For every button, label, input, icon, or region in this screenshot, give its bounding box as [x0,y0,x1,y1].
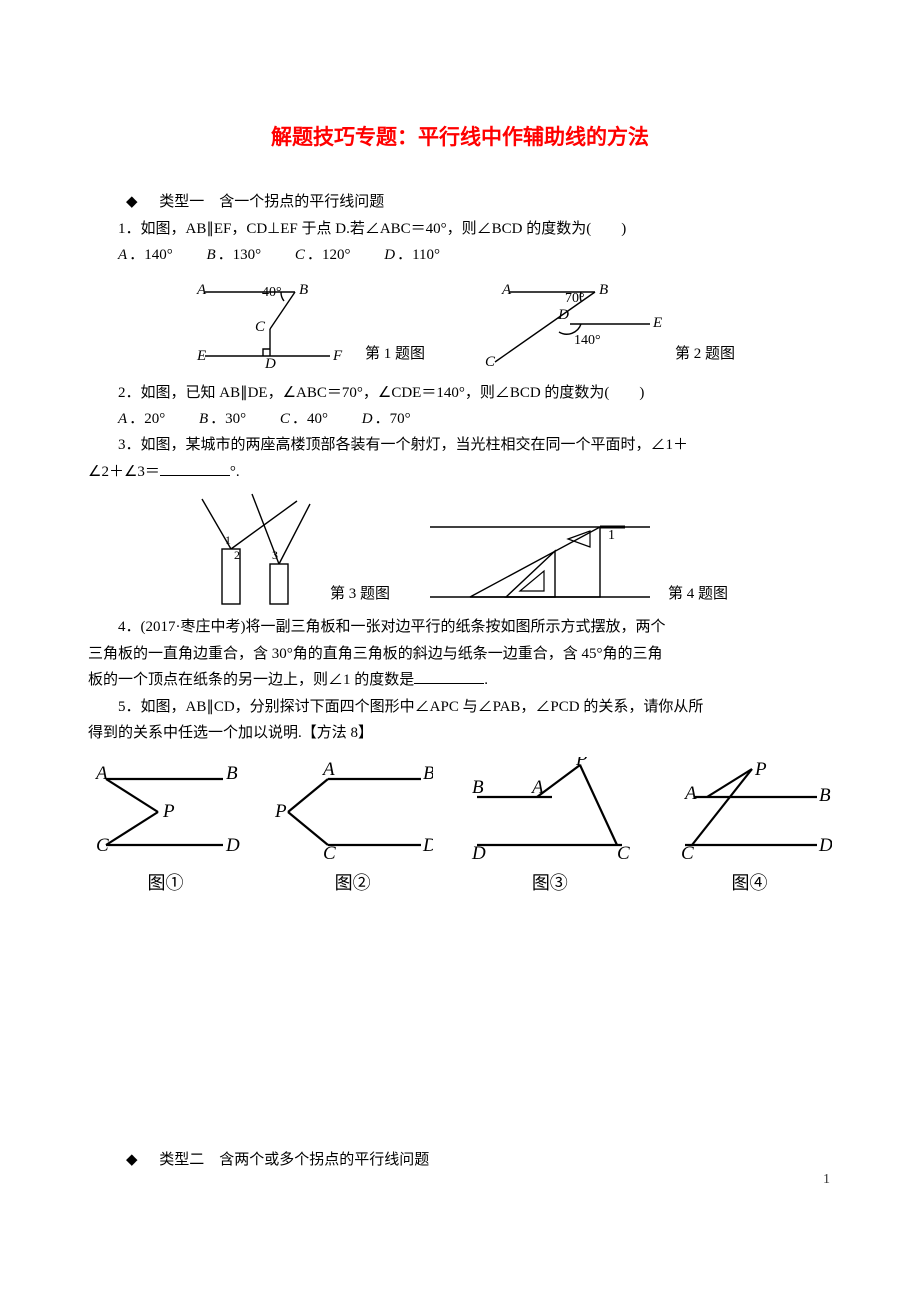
fig1-A: A [196,282,207,298]
blank-q3 [160,461,230,476]
fig2-C: C [485,354,496,369]
svg-text:C: C [681,843,694,862]
fig2-A: A [501,282,512,298]
diamond-icon: ◆ [126,194,138,210]
fig5-1: A B P C D 图① [88,757,243,899]
section-1-label: 类型一 含一个拐点的平行线问题 [159,194,384,210]
q4-line3: 板的一个顶点在纸条的另一边上，则∠1 的度数是. [88,668,832,694]
q2-opt-A: 20° [144,411,165,427]
opt-C-label: C [295,247,305,263]
svg-text:P: P [575,757,588,770]
fig2-E: E [652,315,662,331]
page-number: 1 [823,1168,830,1192]
fig5-2: A B P C D 图② [273,757,433,899]
fig2-140: 140° [574,333,601,348]
q4-line2: 三角板的一直角边重合，含 30°角的直角三角板的斜边与纸条一边重合，含 45°角… [88,642,832,668]
figure-4: 1 [420,509,660,609]
fig1-D: D [264,356,276,369]
fig3-n1: 1 [225,533,231,547]
vertical-spacer [88,918,832,1138]
opt-D-label: D [384,247,395,263]
fig1-B: B [299,282,308,298]
section-2-label: 类型二 含两个或多个拐点的平行线问题 [159,1152,429,1168]
figure-row-1-2: A B C D E F 40° 第 1 题图 A B C D E 70° 140… [88,274,832,369]
q3-text-c: °. [230,464,240,480]
svg-text:B: B [472,777,484,798]
q5-line2: 得到的关系中任选一个加以说明.【方法 8】 [88,721,832,747]
q3-text-b: ∠2＋∠3＝ [88,464,160,480]
q2-options: A．20° B．30° C．40° D．70° [88,407,832,433]
opt-A-label: A [118,247,127,263]
fig3-caption: 第 3 题图 [330,582,390,610]
svg-text:P: P [754,759,767,780]
fig1-C: C [255,319,266,335]
fig3-n3: 3 [272,548,278,562]
opt-B-label: B [206,247,215,263]
svg-text:C: C [96,835,109,856]
svg-text:A: A [94,763,108,784]
opt-B-label: B [199,411,208,427]
fig4-caption: 第 4 题图 [668,582,728,610]
fig2-D: D [557,307,569,323]
fig5-cap3: 图③ [462,868,637,899]
svg-text:D: D [818,835,832,856]
svg-text:D: D [471,843,486,862]
section-1-header: ◆ 类型一 含一个拐点的平行线问题 [88,190,832,216]
opt-C-label: C [280,411,290,427]
fig5-4: A B P C D 图④ [667,757,832,899]
q3-line2: ∠2＋∠3＝ °. [88,460,832,486]
svg-text:A: A [321,759,335,780]
q1-opt-B: 130° [233,247,262,263]
svg-text:C: C [617,843,630,862]
figure-1: A B C D E F 40° [185,274,355,369]
q4-tail: . [484,672,488,688]
fig5-cap1: 图① [88,868,243,899]
q3-line1: 3．如图，某城市的两座高楼顶部各装有一个射灯，当光柱相交在同一个平面时，∠1＋ [88,433,832,459]
svg-text:B: B [226,763,238,784]
section-2-header: ◆ 类型二 含两个或多个拐点的平行线问题 [88,1148,832,1174]
figure-row-5: A B P C D 图① A B P C D 图② [88,757,832,899]
svg-text:A: A [530,777,544,798]
fig2-caption: 第 2 题图 [675,342,735,370]
q2-opt-D: 70° [390,411,411,427]
diamond-icon: ◆ [126,1152,138,1168]
q1-opt-D: 110° [412,247,440,263]
fig4-n1: 1 [608,528,615,543]
fig5-cap4: 图④ [667,868,832,899]
fig1-angle: 40° [262,285,282,300]
q4-line1: 4．(2017·枣庄中考)将一副三角板和一张对边平行的纸条按如图所示方式摆放，两… [88,615,832,641]
opt-A-label: A [118,411,127,427]
fig2-70: 70° [565,291,585,306]
figure-2: A B C D E 70° 140° [475,274,665,369]
fig5-cap2: 图② [273,868,433,899]
figure-3: 1 2 3 [192,489,322,609]
page-title: 解题技巧专题：平行线中作辅助线的方法 [88,120,832,156]
blank-q4 [414,669,484,684]
figure-row-3-4: 1 2 3 第 3 题图 1 第 4 题图 [88,489,832,609]
fig3-n2: 2 [234,548,240,562]
q1-options: A．140° B．130° C．120° D．110° [88,243,832,269]
svg-text:D: D [225,835,240,856]
q5-line1: 5．如图，AB∥CD，分别探讨下面四个图形中∠APC 与∠PAB，∠PCD 的关… [88,695,832,721]
svg-text:A: A [683,783,697,804]
q2-text: 2．如图，已知 AB∥DE，∠ABC＝70°，∠CDE＝140°，则∠BCD 的… [88,381,832,407]
svg-text:B: B [819,785,831,806]
fig1-caption: 第 1 题图 [365,342,425,370]
q1-text: 1．如图，AB∥EF，CD⊥EF 于点 D.若∠ABC＝40°，则∠BCD 的度… [88,217,832,243]
svg-text:P: P [274,801,287,822]
q2-opt-B: 30° [225,411,246,427]
svg-text:C: C [323,843,336,862]
svg-text:B: B [423,763,433,784]
q1-opt-A: 140° [144,247,173,263]
opt-D-label: D [362,411,373,427]
q2-opt-C: 40° [307,411,328,427]
fig2-B: B [599,282,608,298]
q1-opt-C: 120° [322,247,351,263]
svg-text:D: D [422,835,433,856]
fig1-F: F [332,348,343,364]
fig1-E: E [196,348,206,364]
fig5-3: B A P D C 图③ [462,757,637,899]
q4-line3-text: 板的一个顶点在纸条的另一边上，则∠1 的度数是 [88,672,414,688]
svg-text:P: P [162,801,175,822]
